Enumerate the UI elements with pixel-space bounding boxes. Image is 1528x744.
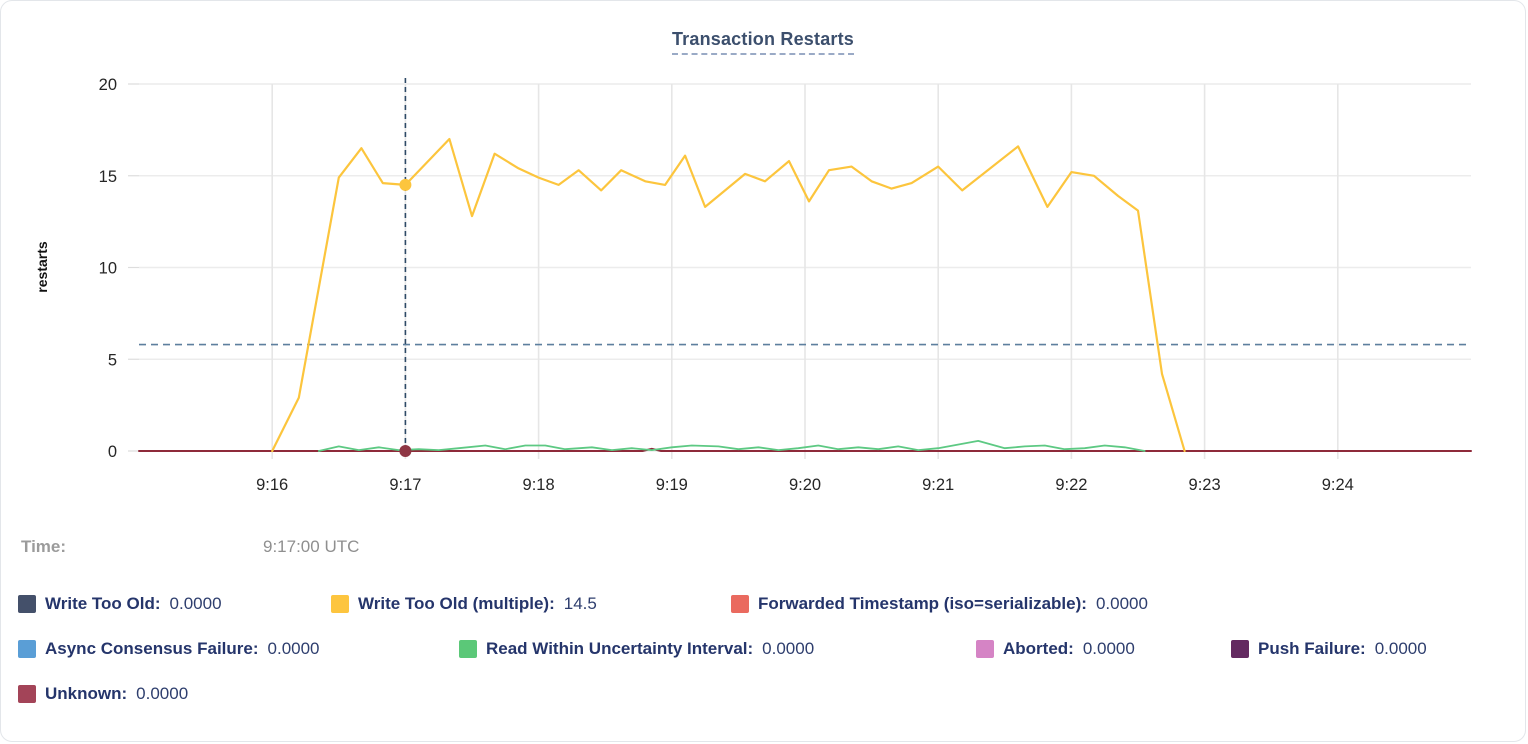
y-tick-label-20: 20 [99,76,117,94]
legend-swatch-read-within-uncertainty-interval [459,640,477,658]
series-line-unknown [138,447,1472,452]
x-tick-label-9-18: 9:18 [523,476,555,494]
legend-swatch-write-too-old [18,595,36,613]
legend-value: 0.0000 [762,639,815,658]
legend-label: Read Within Uncertainty Interval: [486,639,754,658]
legend-swatch-aborted [976,640,994,658]
x-tick-label-9-19: 9:19 [656,476,688,494]
hover-time-value: 9:17:00 UTC [263,537,360,556]
legend-item-write-too-old-multiple[interactable]: Write Too Old (multiple): 14.5 [331,593,597,615]
series-line-write-too-old-multiple [271,137,1186,453]
legend-swatch-push-failure [1231,640,1249,658]
series-line-read-within-uncertainty-interval [317,439,1146,452]
legend-label: Forwarded Timestamp (iso=serializable): [758,594,1087,613]
highlight-dot-write-too-old-multiple [399,178,412,191]
legend-item-async-consensus-failure[interactable]: Async Consensus Failure: 0.0000 [18,638,320,660]
x-tick-label-9-17: 9:17 [389,476,421,494]
y-tick-label-0: 0 [108,443,117,461]
x-tick-label-9-16: 9:16 [256,476,288,494]
x-tick-label-9-21: 9:21 [922,476,954,494]
legend-label: Write Too Old (multiple): [358,594,555,613]
legend-value: 0.0000 [267,639,320,658]
legend-item-unknown[interactable]: Unknown: 0.0000 [18,683,188,705]
legend-value: 0.0000 [1374,639,1427,658]
legend-label: Async Consensus Failure: [45,639,259,658]
x-tick-label-9-23: 9:23 [1189,476,1221,494]
legend-value: 14.5 [563,594,597,613]
legend-item-forwarded-timestamp-iso-serializable[interactable]: Forwarded Timestamp (iso=serializable): 0… [731,593,1148,615]
legend-value: 0.0000 [1095,594,1148,613]
y-axis-label: restarts [34,241,50,293]
y-tick-label-15: 15 [99,168,117,186]
y-tick-label-5: 5 [108,351,117,369]
x-tick-label-9-22: 9:22 [1055,476,1087,494]
legend-swatch-write-too-old-multiple [331,595,349,613]
chart-title-wrap: Transaction Restarts [1,29,1525,55]
legend-value: 0.0000 [1082,639,1135,658]
legend-item-aborted[interactable]: Aborted: 0.0000 [976,638,1135,660]
legend-label: Aborted: [1003,639,1074,658]
x-tick-label-9-20: 9:20 [789,476,821,494]
restarts-chart[interactable]: 0 5 10 15 20 9:16 9:17 9:18 9:19 9:20 9:21 9:22 9:23… [1,1,1526,521]
legend-item-read-within-uncertainty-interval[interactable]: Read Within Uncertainty Interval: 0.0000 [459,638,814,660]
legend-label: Unknown: [45,684,128,703]
highlight-dot-unknown [399,445,412,457]
y-tick-label-10: 10 [99,260,117,278]
x-tick-label-9-24: 9:24 [1322,476,1354,494]
legend-swatch-async-consensus-failure [18,640,36,658]
chart-title[interactable]: Transaction Restarts [671,29,855,55]
legend-value: 0.0000 [169,594,222,613]
hover-time-label: Time: [21,537,67,556]
legend-swatch-forwarded-timestamp-iso-serializable [731,595,749,613]
legend-label: Push Failure: [1258,639,1366,658]
legend-label: Write Too Old: [45,594,161,613]
legend-swatch-unknown [18,685,36,703]
legend-value: 0.0000 [136,684,189,703]
legend-item-push-failure[interactable]: Push Failure: 0.0000 [1231,638,1427,660]
legend-item-write-too-old[interactable]: Write Too Old: 0.0000 [18,593,222,615]
